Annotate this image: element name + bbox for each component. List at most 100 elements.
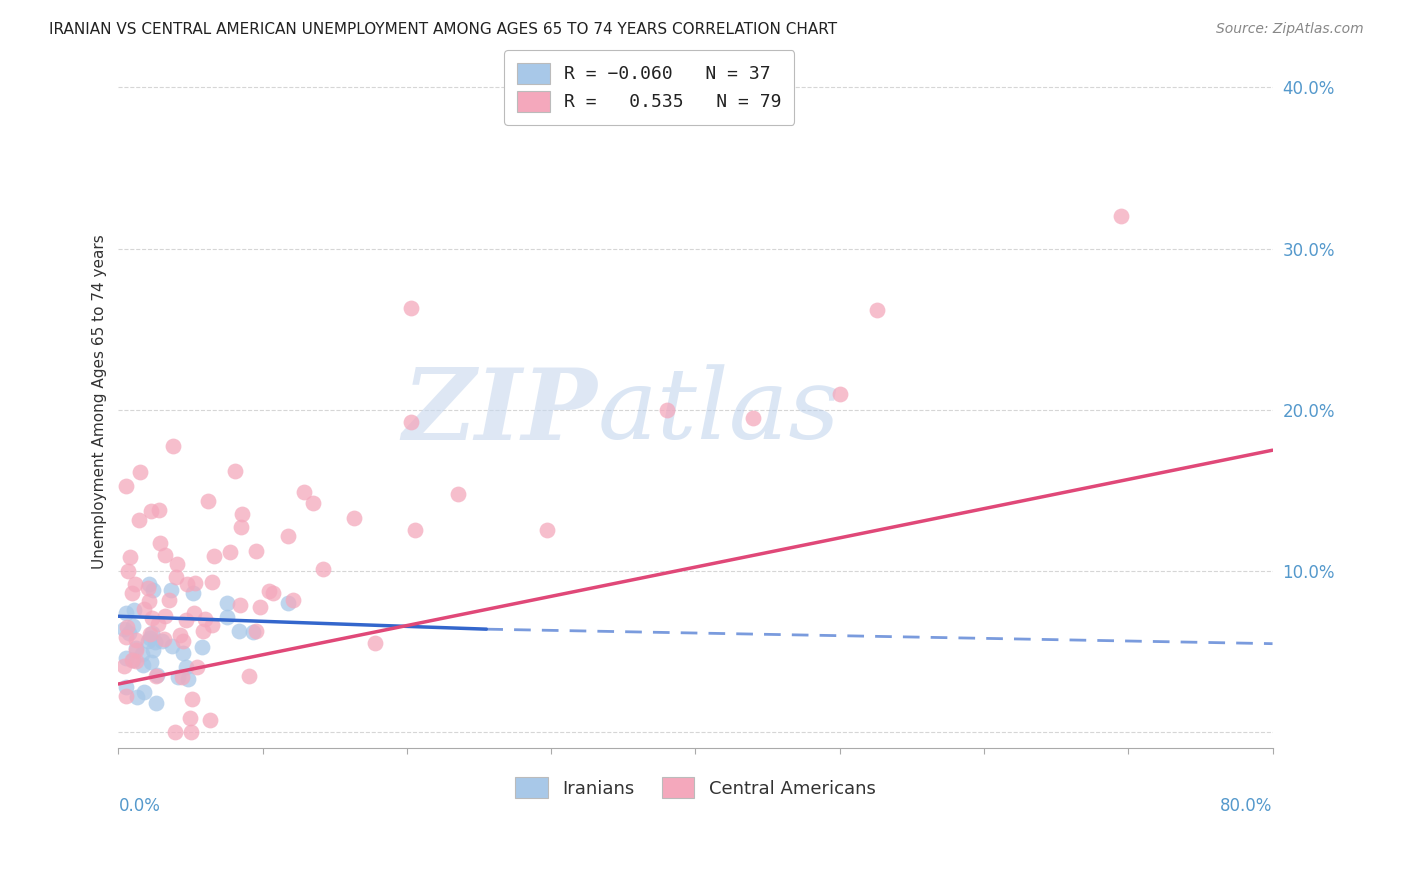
Point xyxy=(201,618,224,632)
Point xyxy=(194,612,217,626)
Point xyxy=(229,520,252,534)
Point xyxy=(181,691,204,706)
Point xyxy=(132,657,155,672)
Point xyxy=(118,549,141,564)
Point xyxy=(121,653,143,667)
Text: 80.0%: 80.0% xyxy=(1220,797,1272,815)
Point xyxy=(172,634,194,648)
Point xyxy=(141,611,163,625)
Point xyxy=(141,504,163,518)
Point xyxy=(139,655,162,669)
Point xyxy=(129,465,152,479)
Point xyxy=(301,496,323,510)
Point xyxy=(257,584,280,599)
Point xyxy=(125,640,148,655)
Point xyxy=(292,484,315,499)
Point xyxy=(364,636,387,650)
Point xyxy=(125,642,148,657)
Point xyxy=(165,725,187,739)
Point xyxy=(277,596,299,610)
Point xyxy=(162,439,184,453)
Point xyxy=(132,685,155,699)
Point xyxy=(828,386,851,401)
Text: 0.0%: 0.0% xyxy=(118,797,160,815)
Point xyxy=(245,544,267,558)
Point xyxy=(228,624,250,638)
Point xyxy=(139,632,162,646)
Point xyxy=(127,690,149,704)
Point xyxy=(262,586,284,600)
Point xyxy=(191,624,214,638)
Point xyxy=(197,493,219,508)
Point xyxy=(180,725,202,739)
Point xyxy=(201,574,224,589)
Point xyxy=(136,582,159,596)
Point xyxy=(141,626,163,640)
Point xyxy=(865,302,887,317)
Point xyxy=(142,583,165,598)
Point xyxy=(160,639,183,653)
Point xyxy=(312,562,335,576)
Point xyxy=(114,630,136,644)
Point xyxy=(183,606,205,620)
Legend: Iranians, Central Americans: Iranians, Central Americans xyxy=(505,766,886,809)
Point xyxy=(114,650,136,665)
Point xyxy=(215,610,238,624)
Text: atlas: atlas xyxy=(598,365,841,460)
Point xyxy=(145,696,167,710)
Point xyxy=(186,660,208,674)
Point xyxy=(149,536,172,550)
Point xyxy=(148,502,170,516)
Point xyxy=(742,411,765,425)
Point xyxy=(198,713,221,727)
Point xyxy=(146,668,169,682)
Point xyxy=(174,660,197,674)
Point xyxy=(224,464,246,478)
Point xyxy=(165,570,187,584)
Point xyxy=(184,575,207,590)
Y-axis label: Unemployment Among Ages 65 to 74 years: Unemployment Among Ages 65 to 74 years xyxy=(93,235,107,569)
Point xyxy=(128,512,150,526)
Point xyxy=(131,647,153,661)
Point xyxy=(145,669,167,683)
Point xyxy=(136,634,159,648)
Point xyxy=(115,606,138,620)
Point xyxy=(112,659,135,673)
Point xyxy=(115,680,138,694)
Point xyxy=(218,545,240,559)
Point xyxy=(231,507,253,521)
Point xyxy=(138,577,160,591)
Point xyxy=(142,642,165,657)
Point xyxy=(115,689,138,703)
Point xyxy=(121,653,143,667)
Point xyxy=(122,603,145,617)
Point xyxy=(122,618,145,632)
Point xyxy=(153,608,176,623)
Point xyxy=(172,646,194,660)
Point xyxy=(655,402,678,417)
Point xyxy=(190,640,212,654)
Point xyxy=(536,523,558,537)
Point xyxy=(146,616,169,631)
Point xyxy=(399,301,422,315)
Point xyxy=(152,632,174,647)
Point xyxy=(343,510,366,524)
Point xyxy=(143,635,166,649)
Point xyxy=(238,668,260,682)
Point xyxy=(132,602,155,616)
Point xyxy=(124,576,146,591)
Point xyxy=(174,613,197,627)
Point xyxy=(121,586,143,600)
Point xyxy=(177,673,200,687)
Point xyxy=(115,479,138,493)
Point xyxy=(152,634,174,648)
Point xyxy=(404,523,426,537)
Text: ZIP: ZIP xyxy=(402,364,598,460)
Text: Source: ZipAtlas.com: Source: ZipAtlas.com xyxy=(1216,22,1364,37)
Point xyxy=(202,549,225,564)
Point xyxy=(118,626,141,640)
Point xyxy=(172,670,194,684)
Point xyxy=(138,593,160,607)
Point xyxy=(249,600,271,615)
Point xyxy=(446,487,468,501)
